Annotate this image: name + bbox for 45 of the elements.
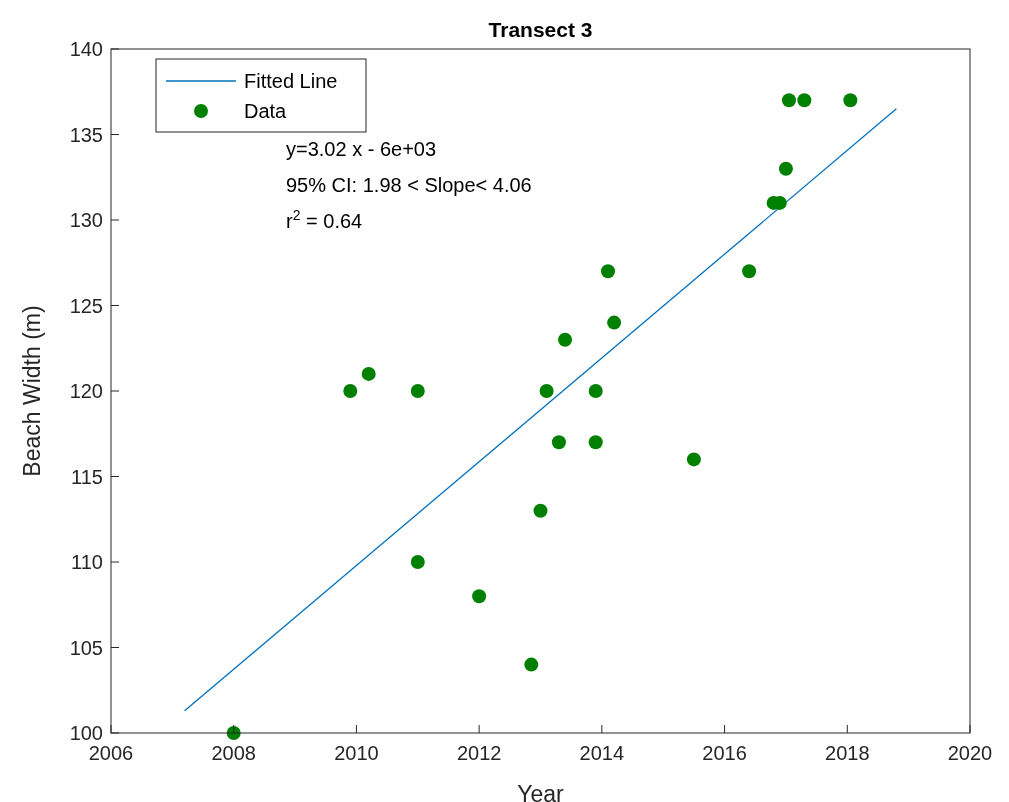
point (551, 435, 566, 450)
y-tick-label: 100 (69, 722, 103, 744)
y-tick-label: 115 (71, 465, 103, 488)
x-tick-label: 2016 (702, 742, 747, 764)
annotation: y=3.02 x - 6e+03 (286, 138, 437, 160)
point (472, 589, 487, 604)
point (533, 503, 548, 518)
point (843, 93, 858, 108)
y-axis-title: Beach Width (m) (19, 305, 45, 477)
legend-label: Fitted Line (244, 70, 338, 92)
y-tick-label: 110 (71, 551, 103, 573)
point (588, 384, 603, 398)
y-tick-label: 130 (69, 209, 103, 231)
x-tick-label: 2012 (456, 742, 502, 764)
y-tick-label: 120 (69, 380, 103, 402)
x-tick-label: 2008 (211, 742, 256, 764)
x-axis-title: Year (517, 781, 565, 802)
x-tick-label: 2010 (334, 742, 379, 764)
point (539, 384, 554, 398)
annotation: 95% CI: 1.98 < Slope< 4.06 (286, 174, 532, 196)
chart-title: Transect 3 (488, 18, 593, 41)
point (797, 93, 812, 108)
point (410, 384, 425, 398)
annotation: r$^{2}$ = 0.64 (286, 207, 363, 232)
point (524, 657, 539, 672)
x-tick-label: 2014 (579, 742, 625, 764)
point (410, 555, 425, 569)
y-tick-label: 140 (69, 38, 103, 60)
y-tick-label: 105 (69, 636, 103, 659)
point (588, 435, 603, 450)
y-tick-label: 135 (69, 123, 103, 146)
point (600, 264, 615, 279)
point (607, 315, 622, 330)
point (361, 366, 376, 381)
x-tick-label: 2006 (88, 742, 134, 764)
point (686, 452, 701, 467)
point (742, 264, 757, 279)
legend-label: Data (244, 100, 288, 122)
x-tick-label: 2018 (825, 742, 870, 764)
x-tick-label: 2020 (947, 742, 993, 764)
point (558, 332, 573, 347)
point (782, 93, 796, 108)
point (343, 384, 358, 398)
point (778, 161, 793, 176)
y-tick-label: 125 (69, 294, 103, 317)
